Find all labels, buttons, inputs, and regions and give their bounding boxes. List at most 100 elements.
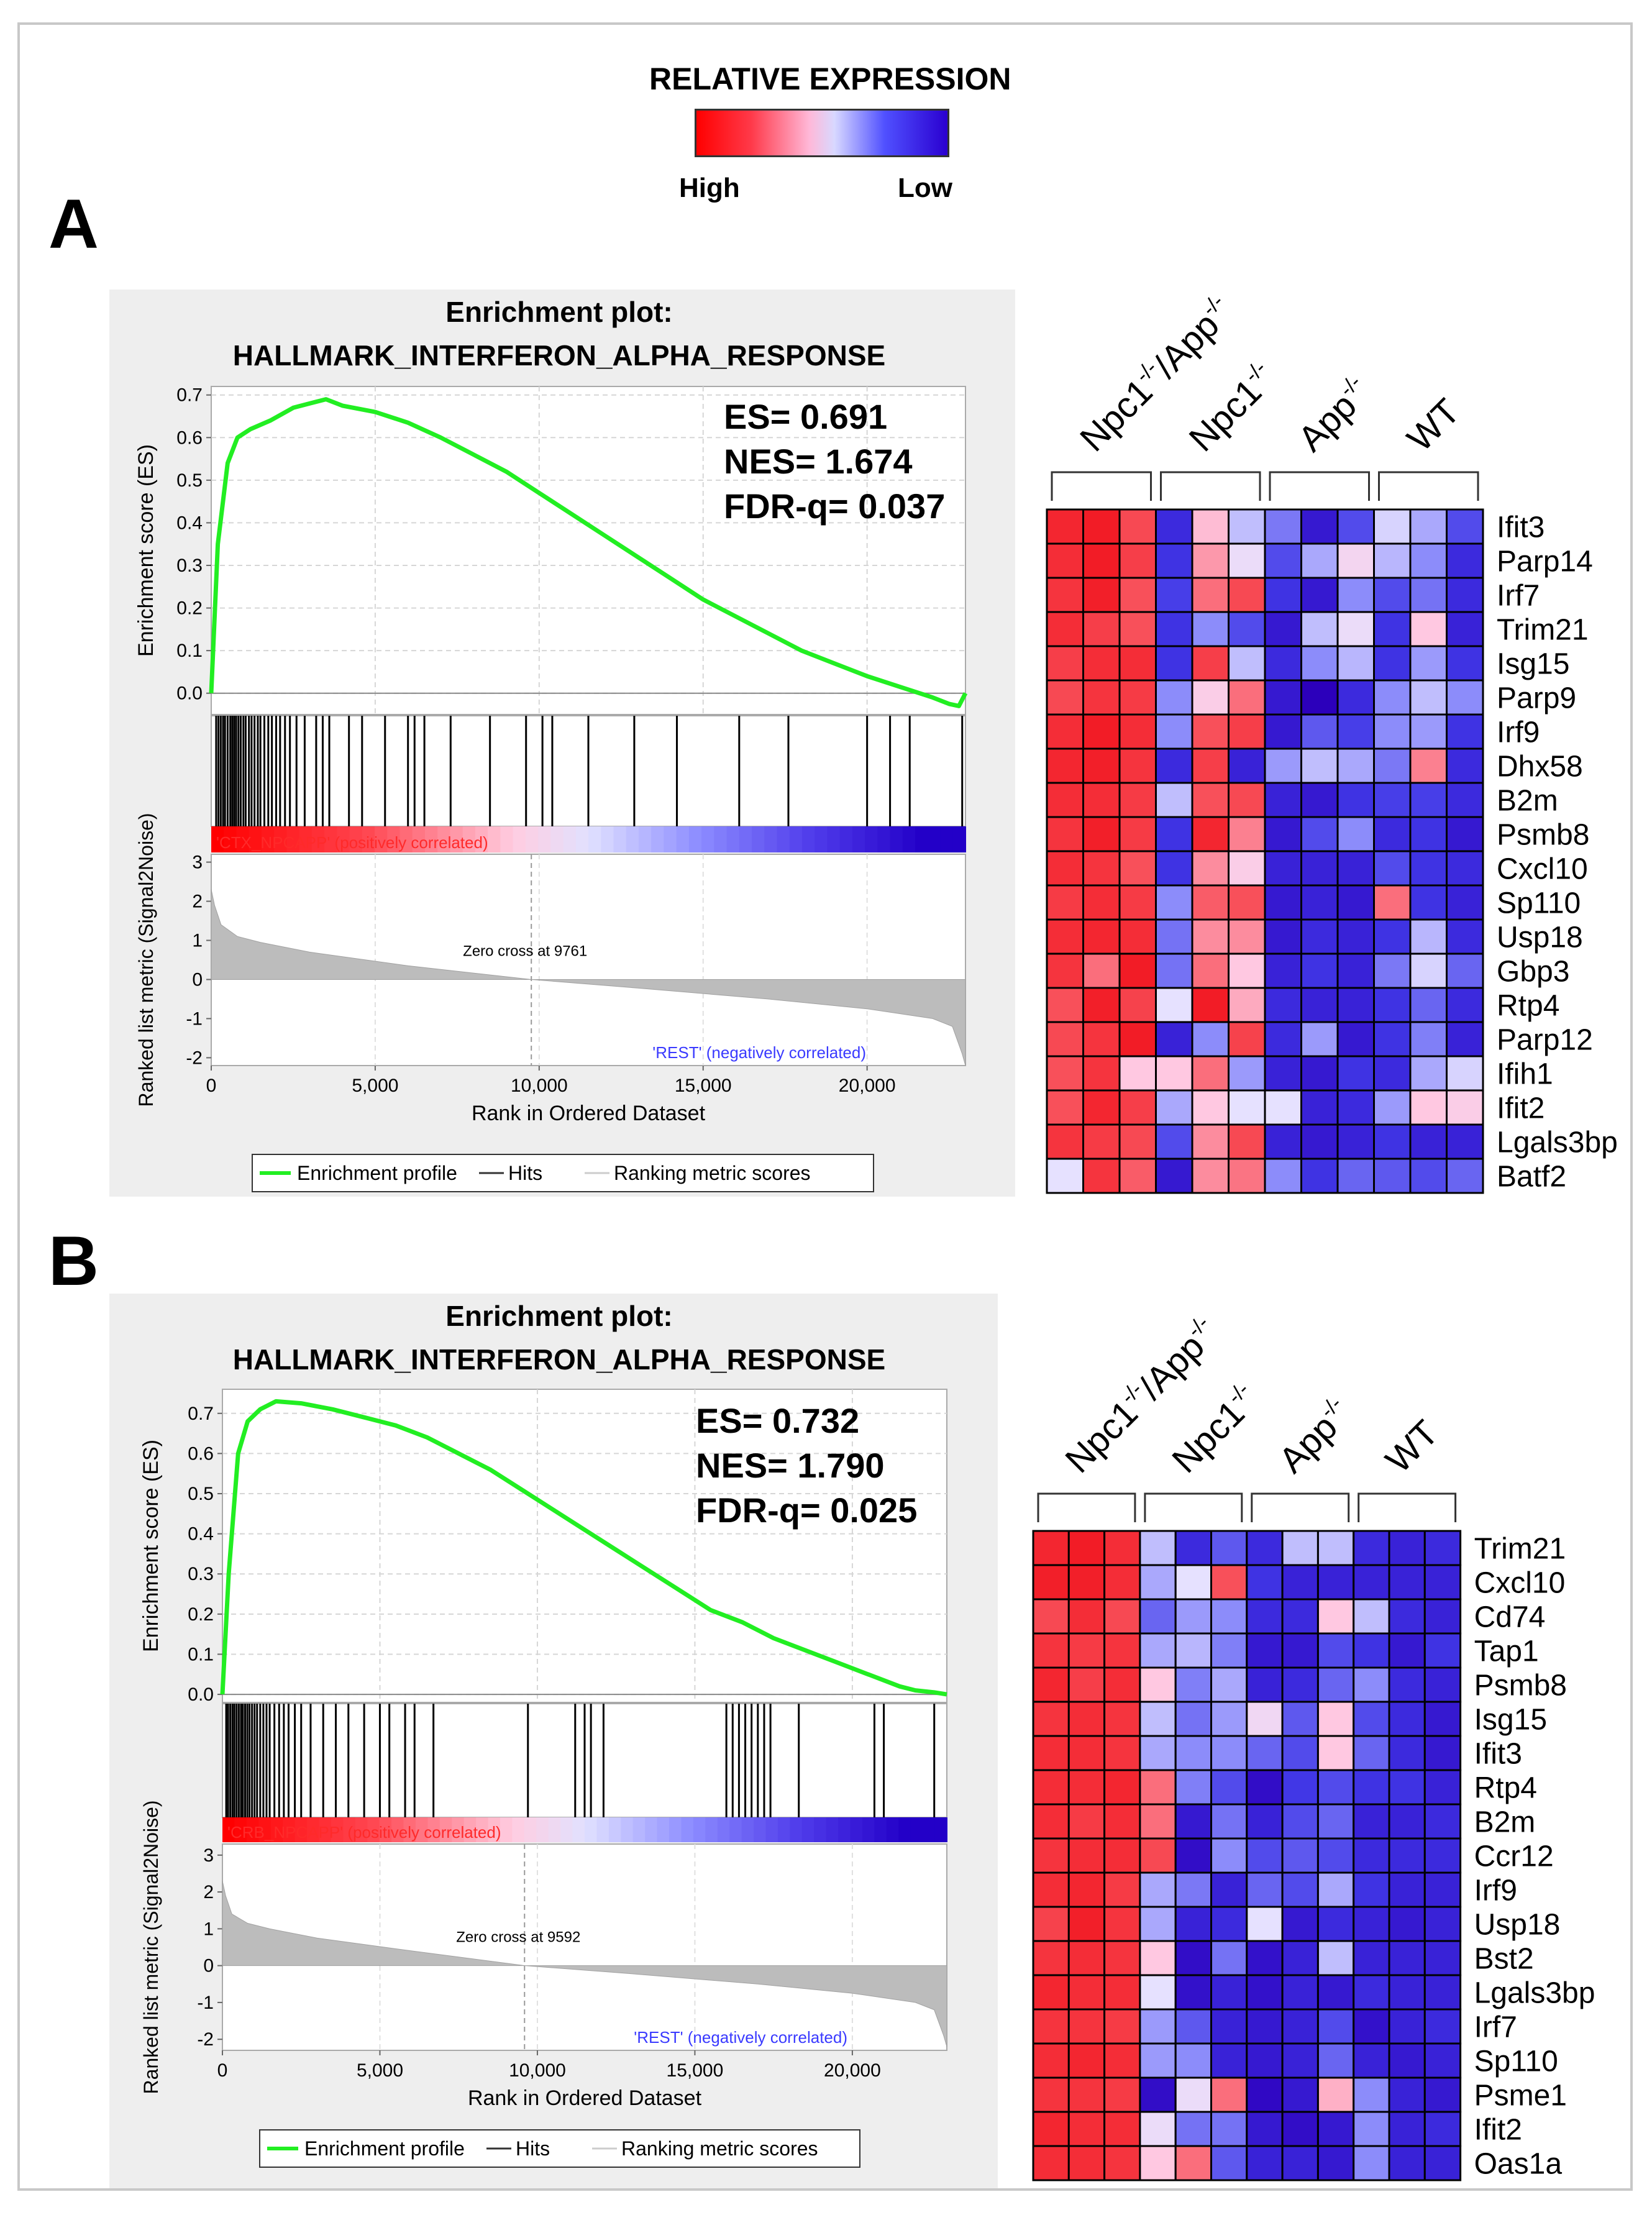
panel-b-heatmap-cell <box>1388 1769 1426 1806</box>
panel-b-metric-ytick-label: -2 <box>197 2029 214 2050</box>
panel-a-rank-strip-segment <box>952 826 966 852</box>
panel-b-heatmap-cell <box>1103 1701 1141 1737</box>
panel-a-es-ytick-label: 0.4 <box>176 513 203 533</box>
panel-b-heatmap-cell <box>1210 2111 1248 2147</box>
panel-a-heatmap-cell <box>1373 577 1412 613</box>
panel-a-heatmap-cell <box>1300 747 1339 784</box>
panel-b-heatmap-cell <box>1353 1530 1390 1566</box>
panel-a-heatmap-cell <box>1228 747 1266 784</box>
panel-b-heatmap-cell <box>1246 2145 1284 2181</box>
panel-b-group-label-part: WT <box>1378 1412 1446 1481</box>
panel-a-stat-2: FDR-q= 0.037 <box>724 486 945 526</box>
panel-b-rank-strip-segment <box>741 1817 755 1842</box>
panel-b-heatmap-cell <box>1353 1701 1390 1737</box>
panel-b-es-ytick-label: 0.3 <box>188 1564 214 1584</box>
panel-b-heatmap-cell <box>1210 1769 1248 1806</box>
panel-a-heatmap-cell <box>1228 542 1266 579</box>
panel-a-heatmap-cell <box>1300 1123 1339 1160</box>
panel-b-heatmap-cell <box>1210 2042 1248 2079</box>
panel-a-heatmap-cell <box>1082 611 1121 647</box>
panel-b-heatmap-cell <box>1353 1769 1390 1806</box>
panel-b-heatmap-cell <box>1246 1974 1284 2011</box>
panel-b-heatmap-cell <box>1210 1701 1248 1737</box>
panel-a-metric-ytick-label: 3 <box>192 852 203 873</box>
panel-b-rank-strip-segment <box>367 1817 380 1842</box>
panel-b-heatmap-cell <box>1032 2008 1070 2045</box>
panel-a-heatmap-cell <box>1336 816 1375 852</box>
panel-b-heatmap-cell <box>1388 2111 1426 2147</box>
panel-b-rank-strip-segment <box>548 1817 562 1842</box>
panel-b-group-bracket <box>1251 1492 1350 1522</box>
panel-a-metric-ytick-label: 2 <box>192 892 203 912</box>
panel-a-rank-strip-segment <box>375 826 388 852</box>
panel-b-rank-strip-segment <box>632 1817 646 1842</box>
panel-b-heatmap-cell <box>1103 1974 1141 2011</box>
panel-b-heatmap-cell <box>1317 2076 1355 2113</box>
color-scale-bar <box>695 109 949 157</box>
panel-b-heatmap-cell <box>1067 1906 1106 1942</box>
panel-a-heatmap-cell <box>1264 884 1302 921</box>
panel-a-es-plot-area <box>211 386 966 715</box>
panel-b-rank-strip-segment <box>572 1817 585 1842</box>
panel-b-heatmap-cell <box>1210 1974 1248 2011</box>
panel-b-plot-legend-box <box>259 2129 860 2168</box>
panel-a-heatmap-cell <box>1373 782 1412 818</box>
panel-b-rank-strip-segment <box>765 1817 778 1842</box>
panel-b-heatmap-cell <box>1317 1940 1355 1976</box>
panel-b-gene-label: B2m <box>1474 1806 1536 1839</box>
panel-b-group-label: App-/- <box>1271 1392 1359 1481</box>
panel-a-heatmap-cell <box>1191 816 1230 852</box>
panel-a-heatmap-cell <box>1191 611 1230 647</box>
panel-b-heatmap-cell <box>1139 1769 1177 1806</box>
panel-a-heatmap-cell <box>1409 884 1448 921</box>
panel-b-heatmap-cell <box>1281 1974 1319 2011</box>
panel-b-heatmap-cell <box>1281 2042 1319 2079</box>
panel-b-rank-strip-segment <box>379 1817 393 1842</box>
panel-a-rank-strip-segment <box>865 826 878 852</box>
panel-b-heatmap-cell <box>1032 1530 1070 1566</box>
panel-a-heatmap-cell <box>1336 679 1375 716</box>
panel-b-gene-label: Cxcl10 <box>1474 1567 1566 1600</box>
panel-a-heatmap-cell <box>1046 952 1084 989</box>
panel-a-gene-label: Isg15 <box>1497 648 1569 681</box>
panel-b-gene-label: Oas1a <box>1474 2148 1563 2181</box>
panel-b-heatmap-cell <box>1210 1530 1248 1566</box>
panel-b-xtick-label: 10,000 <box>509 2060 566 2081</box>
panel-a-heatmap-cell <box>1118 679 1157 716</box>
panel-a-heatmap-cell <box>1191 542 1230 579</box>
panel-a-rank-strip-segment <box>500 826 514 852</box>
panel-a-heatmap-cell <box>1046 1089 1084 1126</box>
panel-b-heatmap-cell <box>1139 1598 1177 1635</box>
panel-a-rank-strip-segment <box>877 826 891 852</box>
panel-a-heatmap-cell <box>1191 713 1230 750</box>
panel-a-rank-strip-segment <box>940 826 954 852</box>
panel-a-heatmap-cell <box>1409 782 1448 818</box>
panel-a-heatmap-cell <box>1264 918 1302 955</box>
panel-a-rank-strip-segment <box>437 826 451 852</box>
panel-a-gene-label: Trim21 <box>1497 614 1589 647</box>
panel-a-gene-label: Ifih1 <box>1497 1058 1553 1091</box>
panel-b-heatmap-cell <box>1423 2145 1462 2181</box>
panel-b-heatmap-cell <box>1246 1735 1284 1771</box>
panel-a-enrichment-profile-line <box>209 397 968 708</box>
panel-b-heatmap-cell <box>1317 1632 1355 1669</box>
panel-b-metric-ylabel: Ranked list metric (Signal2Noise) <box>140 1800 162 2094</box>
panel-a-rank-strip-segment <box>726 826 740 852</box>
panel-a-heatmap-cell <box>1409 1021 1448 1057</box>
panel-b-heatmap-cell <box>1388 1974 1426 2011</box>
panel-b-rank-strip-segment <box>669 1817 682 1842</box>
panel-a-rank-strip-segment <box>286 826 300 852</box>
panel-b-rank-strip-segment <box>801 1817 815 1842</box>
panel-b-heatmap-cell <box>1317 1701 1355 1737</box>
panel-b-heatmap-cell <box>1246 1769 1284 1806</box>
panel-a-heatmap-cell <box>1336 987 1375 1023</box>
panel-b-rank-strip-segment <box>754 1817 767 1842</box>
panel-b-heatmap-cell <box>1281 1564 1319 1601</box>
panel-b-heatmap-cell <box>1139 1632 1177 1669</box>
panel-b-heatmap-cell <box>1103 2076 1141 2113</box>
panel-b-heatmap-cell <box>1423 1632 1462 1669</box>
panel-a-heatmap-cell <box>1155 508 1193 545</box>
panel-a-gene-label: Gbp3 <box>1497 956 1569 989</box>
panel-b-heatmap-cell <box>1174 1974 1212 2011</box>
panel-a-heatmap-cell <box>1446 577 1484 613</box>
